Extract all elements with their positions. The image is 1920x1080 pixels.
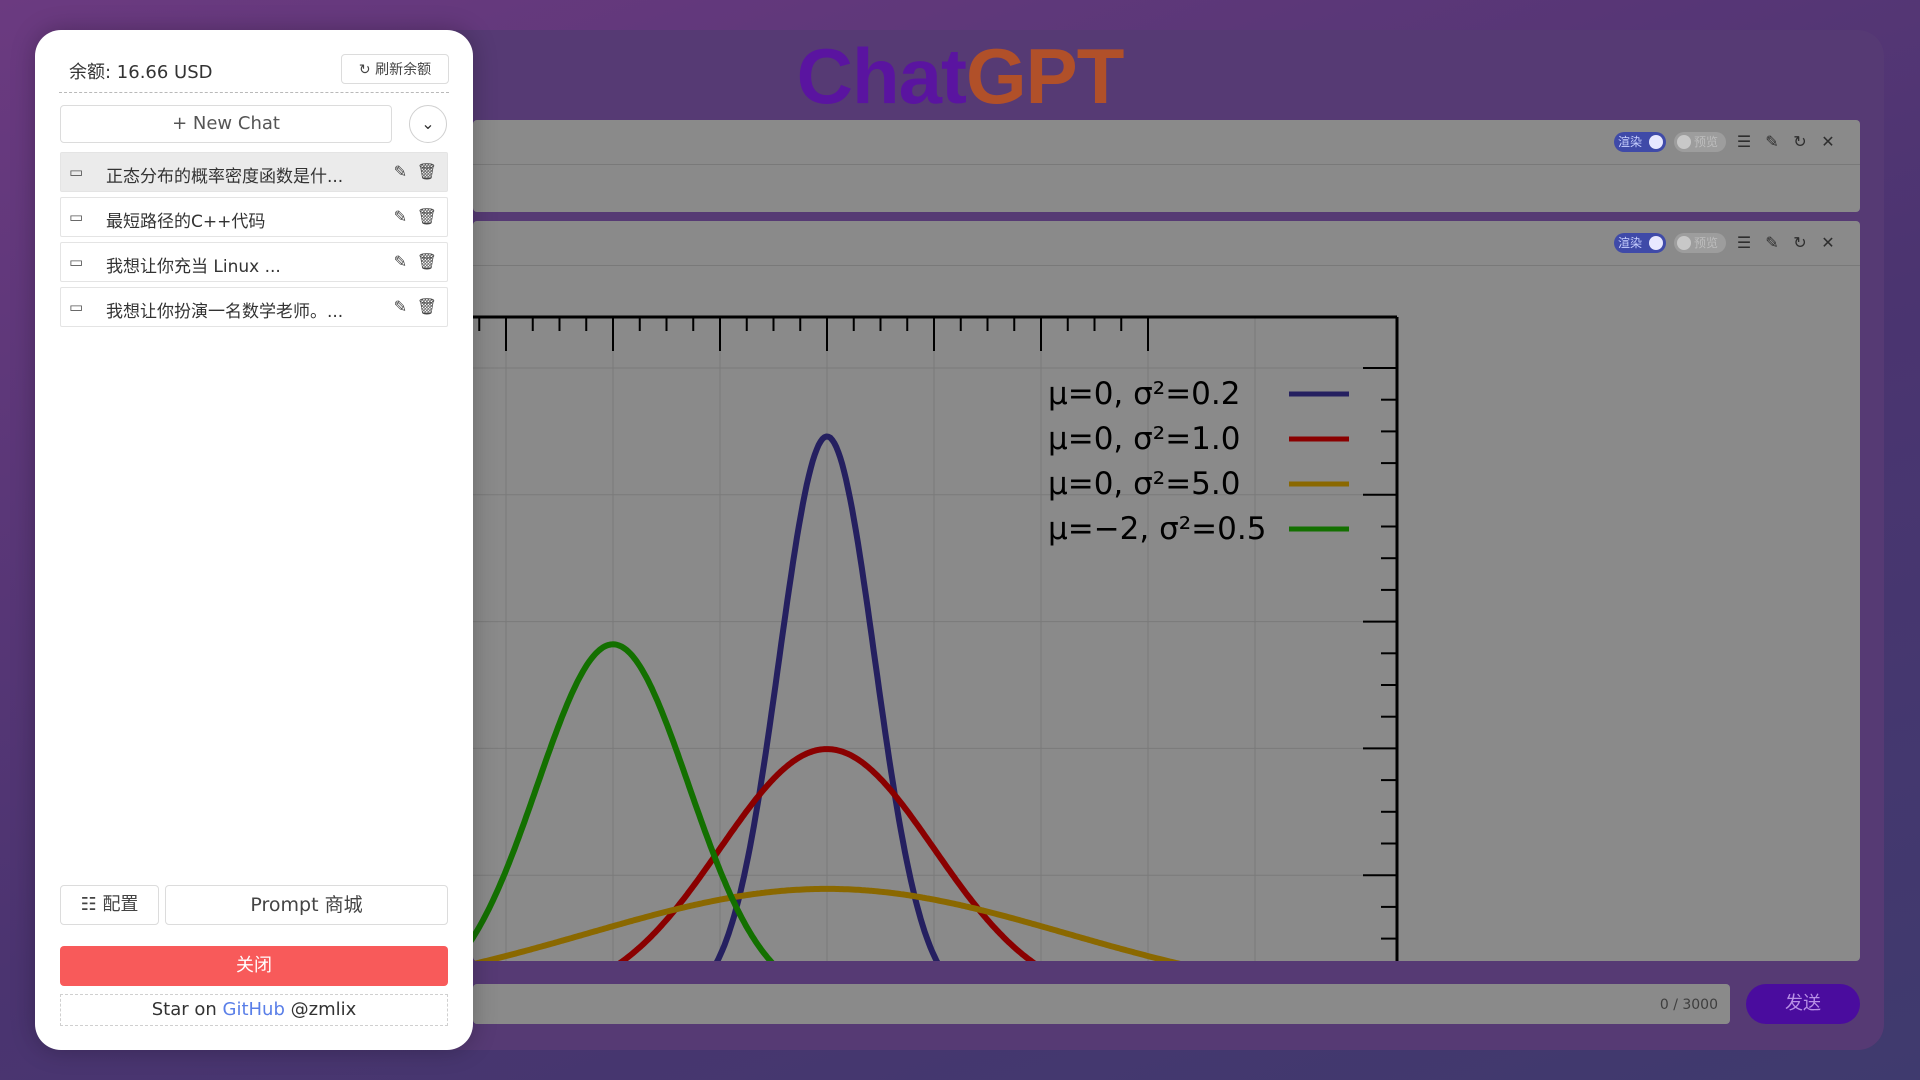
config-button[interactable]: ☷ 配置 <box>60 885 159 925</box>
chat-list: ▭ 正态分布的概率密度函数是什... ✎ 🗑 ▭ 最短路径的C++代码 ✎ 🗑 … <box>60 152 448 332</box>
card-toolbar: 渲染 预览 ☰ ✎ ↻ ✕ <box>1614 233 1838 253</box>
chart-area: μ=0, σ²=0.2 μ=0, σ²=1.0 μ=0, σ²=5.0 μ=−2, σ… <box>473 265 1860 961</box>
message-card-2: 渲染 预览 ☰ ✎ ↻ ✕ μ=0, σ²=0.2 μ=0, σ²=1.0 μ=0,… <box>473 221 1860 961</box>
chat-item[interactable]: ▭ 我想让你扮演一名数学老师。... ✎ 🗑 <box>60 287 448 327</box>
menu-icon[interactable]: ☰ <box>1736 233 1752 252</box>
message-card-1: 渲染 预览 ☰ ✎ ↻ ✕ <box>473 120 1860 212</box>
trash-icon[interactable]: 🗑 <box>416 162 437 181</box>
preview-toggle[interactable]: 预览 <box>1674 132 1726 152</box>
regenerate-icon[interactable]: ↻ <box>1793 132 1807 151</box>
chat-bubble-icon: ▭ <box>69 163 84 181</box>
star-prefix: Star on <box>151 999 217 1020</box>
card-header: 渲染 预览 ☰ ✎ ↻ ✕ <box>473 120 1860 165</box>
balance-row: 余额: 16.66 USD ↻ 刷新余额 <box>59 46 449 93</box>
char-counter: 0 / 3000 <box>1659 997 1718 1013</box>
chat-title: 最短路径的C++代码 <box>106 212 266 232</box>
chat-item[interactable]: ▭ 正态分布的概率密度函数是什... ✎ 🗑 <box>60 152 448 192</box>
legend-label-3: μ=0, σ²=5.0 <box>1048 466 1240 502</box>
trash-icon[interactable]: 🗑 <box>416 297 437 316</box>
series-line-3 <box>473 885 1181 961</box>
regenerate-icon[interactable]: ↻ <box>1793 233 1807 252</box>
trash-icon[interactable]: 🗑 <box>416 207 437 226</box>
card-header: 渲染 预览 ☰ ✎ ↻ ✕ <box>473 221 1860 266</box>
edit-icon[interactable]: ✎ <box>393 162 407 181</box>
author-handle: @zmlix <box>290 999 357 1020</box>
refresh-icon: ↻ <box>358 62 371 78</box>
chat-bubble-icon: ▭ <box>69 253 84 271</box>
github-link[interactable]: GitHub <box>222 999 285 1020</box>
new-chat-label: New Chat <box>192 113 280 134</box>
series-line-1 <box>713 433 941 961</box>
legend-label-4: μ=−2, σ²=0.5 <box>1048 511 1266 547</box>
legend-label-1: μ=0, σ²=0.2 <box>1048 376 1240 412</box>
refresh-balance-label: 刷新余额 <box>375 62 432 78</box>
close-icon[interactable]: ✕ <box>1821 132 1835 151</box>
chat-item[interactable]: ▭ 我想让你充当 Linux ... ✎ 🗑 <box>60 242 448 282</box>
preview-toggle[interactable]: 预览 <box>1674 233 1726 253</box>
chat-title: 我想让你扮演一名数学老师。... <box>106 302 344 322</box>
refresh-balance-button[interactable]: ↻ 刷新余额 <box>341 54 449 84</box>
balance-text: 余额: 16.66 USD <box>69 62 213 83</box>
sliders-icon: ☷ <box>80 894 97 915</box>
render-toggle[interactable]: 渲染 <box>1614 233 1666 253</box>
github-star-row: Star on GitHub @zmlix <box>60 994 448 1026</box>
close-button[interactable]: 关闭 <box>60 946 448 986</box>
message-input[interactable]: 0 / 3000 <box>473 984 1730 1024</box>
chat-bubble-icon: ▭ <box>69 298 84 316</box>
normal-distribution-chart: μ=0, σ²=0.2 μ=0, σ²=1.0 μ=0, σ²=5.0 μ=−2, σ… <box>473 315 1399 961</box>
chat-title: 我想让你充当 Linux ... <box>106 257 281 277</box>
send-button[interactable]: 发送 <box>1746 984 1860 1024</box>
legend-label-2: μ=0, σ²=1.0 <box>1048 421 1240 457</box>
edit-icon[interactable]: ✎ <box>393 252 407 271</box>
edit-icon[interactable]: ✎ <box>393 207 407 226</box>
sidebar: 余额: 16.66 USD ↻ 刷新余额 + New Chat ⌄ ▭ 正态分布… <box>35 30 473 1050</box>
edit-icon[interactable]: ✎ <box>1765 233 1779 252</box>
series-line-2 <box>617 746 1037 961</box>
chat-bubble-icon: ▭ <box>69 208 84 226</box>
edit-icon[interactable]: ✎ <box>393 297 407 316</box>
card-toolbar: 渲染 预览 ☰ ✎ ↻ ✕ <box>1614 132 1838 152</box>
render-toggle[interactable]: 渲染 <box>1614 132 1666 152</box>
trash-icon[interactable]: 🗑 <box>416 252 437 271</box>
new-chat-button[interactable]: + New Chat <box>60 105 392 143</box>
plus-icon: + <box>172 113 188 134</box>
chat-item[interactable]: ▭ 最短路径的C++代码 ✎ 🗑 <box>60 197 448 237</box>
close-icon[interactable]: ✕ <box>1821 233 1835 252</box>
chevron-down-icon[interactable]: ⌄ <box>409 105 447 143</box>
prompt-store-button[interactable]: Prompt 商城 <box>165 885 448 925</box>
config-label: 配置 <box>102 894 139 915</box>
edit-icon[interactable]: ✎ <box>1765 132 1779 151</box>
menu-icon[interactable]: ☰ <box>1736 132 1752 151</box>
chat-title: 正态分布的概率密度函数是什... <box>106 167 344 187</box>
